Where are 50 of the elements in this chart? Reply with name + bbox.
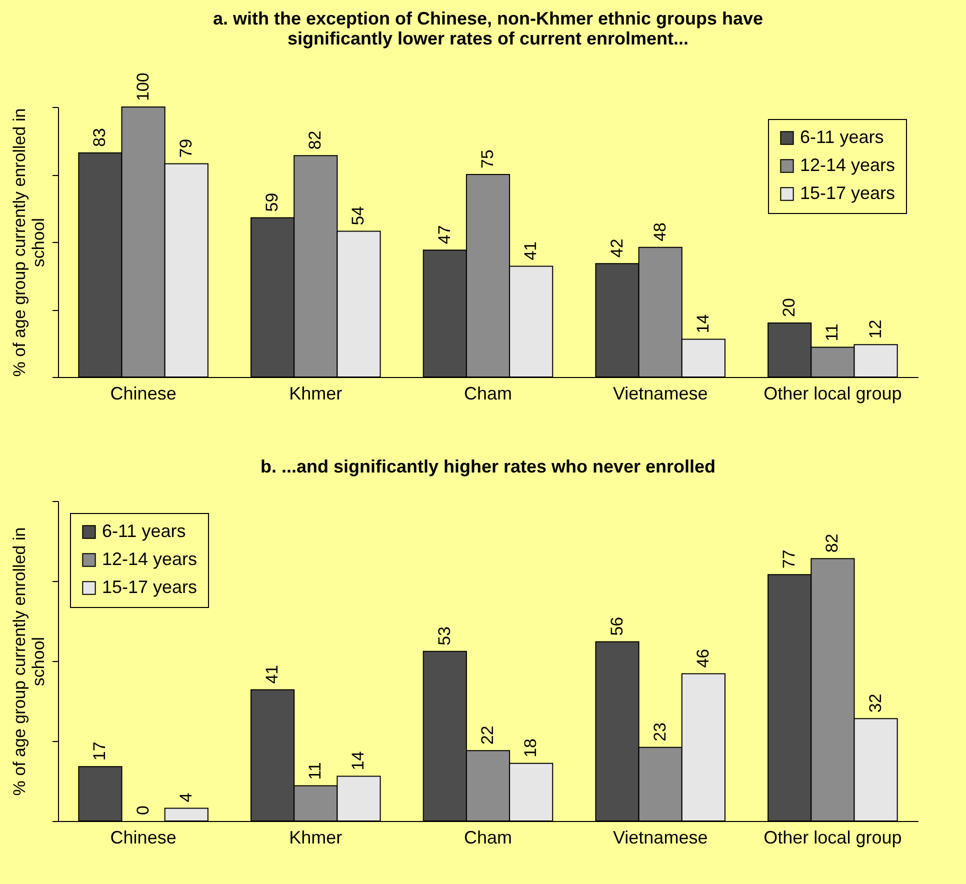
data-label: 53 [434,626,454,646]
data-label: 47 [434,225,454,244]
x-tick-label: Cham [464,828,512,848]
data-label: 32 [866,694,885,713]
data-label: 82 [306,130,325,150]
legend-label: 15-17 years [102,577,198,597]
chart-title: b. ...and significantly higher rates who never enrolled [260,456,716,476]
x-tick-label: Chinese [110,384,176,404]
x-tick-label: Chinese [110,828,176,848]
y-axis-title: % of age group currently enrolled in school [10,527,48,796]
data-label: 56 [607,616,626,636]
legend-label: 12-14 years [800,155,896,175]
data-label: 14 [693,314,712,334]
data-label: 20 [780,298,799,317]
data-label: 11 [306,762,325,780]
data-label: 22 [478,726,497,745]
legend-label: 6-11 years [800,127,884,147]
legend-label: 12-14 years [102,549,198,569]
data-label: 48 [650,222,670,242]
data-label: 59 [262,192,282,212]
x-tick-label: Cham [464,384,512,404]
legend-label: 15-17 years [800,183,896,203]
chart-title: a. with the exception of Chinese, non-Khmer ethnic groups have significantly lower rates of current enrolment... [212,8,764,49]
x-tick-label: Vietnamese [612,828,708,848]
data-label: 100 [133,72,152,101]
data-label: 41 [262,664,282,684]
data-label: 17 [90,742,110,761]
data-label: 77 [780,550,799,569]
data-label: 46 [693,648,712,668]
legend-label: 6-11 years [102,521,186,541]
data-label: 54 [348,206,368,226]
data-label: 79 [176,138,196,158]
data-label: 75 [478,150,497,168]
data-label: 12 [866,320,885,339]
x-tick-label: Other local group [764,828,902,848]
data-label: 11 [822,324,842,342]
x-tick-label: Khmer [289,384,342,404]
data-label: 42 [607,238,626,258]
data-label: 82 [822,534,842,553]
x-tick-label: Vietnamese [612,384,708,404]
data-label: 83 [90,128,110,147]
data-label: 23 [650,722,670,742]
data-label: 41 [521,241,540,260]
y-axis-title: % of age group currently enrolled in school [10,108,48,377]
x-tick-label: Khmer [289,828,342,848]
x-tick-label: Other local group [764,384,902,404]
data-label: 14 [348,751,368,770]
data-label: 18 [521,738,540,758]
data-label: 4 [176,792,196,802]
data-label: 0 [133,806,152,815]
